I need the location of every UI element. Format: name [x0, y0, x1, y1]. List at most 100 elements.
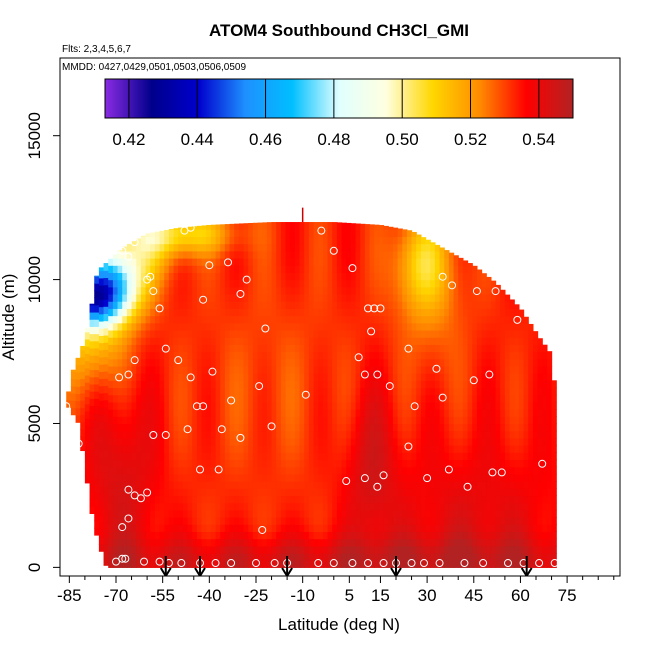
heat-cell	[430, 394, 436, 403]
heat-cell	[388, 488, 394, 497]
heat-cell	[182, 351, 189, 360]
heat-cell	[257, 265, 263, 273]
heat-cell	[299, 243, 305, 252]
heat-cell	[206, 538, 212, 547]
heat-cell	[252, 560, 259, 568]
heat-cell	[187, 358, 193, 367]
heat-cell	[280, 265, 287, 273]
heat-cell	[168, 308, 175, 317]
heat-cell	[374, 509, 380, 518]
heat-cell	[201, 509, 207, 518]
heat-cell	[332, 337, 338, 345]
heat-cell	[374, 466, 380, 475]
heat-cell	[257, 358, 263, 367]
heat-cell	[192, 495, 198, 504]
heat-cell	[532, 380, 539, 389]
heat-cell	[341, 279, 347, 288]
heat-cell	[108, 272, 114, 281]
heat-cell	[271, 222, 277, 230]
heat-cell	[327, 222, 333, 230]
heat-cell	[290, 459, 296, 468]
heat-cell	[322, 387, 329, 396]
heat-cell	[299, 473, 305, 482]
heat-cell	[206, 416, 212, 425]
heat-cell	[285, 531, 291, 540]
heat-cell	[224, 344, 231, 353]
heat-cell	[462, 301, 469, 309]
heat-cell	[103, 471, 109, 480]
heat-cell	[434, 538, 441, 547]
heat-cell	[280, 452, 287, 461]
heat-cell	[420, 495, 427, 504]
heat-cell	[537, 423, 543, 432]
heat-cell	[271, 416, 277, 425]
heat-cell	[178, 394, 184, 403]
heat-cell	[238, 344, 245, 353]
heat-cell	[327, 416, 333, 425]
heat-cell	[122, 531, 128, 540]
heat-cell	[486, 545, 492, 554]
heat-cell	[523, 373, 529, 381]
heat-cell	[164, 409, 170, 417]
heat-cell	[462, 452, 469, 461]
heat-cell	[364, 322, 371, 331]
heat-cell	[98, 385, 105, 394]
heat-cell	[518, 517, 525, 525]
heat-cell	[117, 337, 123, 345]
heat-cell	[518, 380, 525, 389]
heat-cell	[154, 445, 161, 453]
heat-cell	[402, 409, 408, 417]
heat-cell	[392, 509, 399, 518]
heat-cell	[196, 279, 203, 288]
heat-cell	[453, 258, 459, 266]
heat-cell	[192, 387, 198, 396]
heat-cell	[509, 552, 515, 561]
heat-cell	[294, 452, 301, 461]
heat-cell	[131, 373, 137, 381]
heat-cell	[210, 531, 217, 540]
heat-cell	[411, 243, 417, 252]
heat-cell	[448, 452, 455, 461]
heat-cell	[220, 437, 226, 446]
heat-cell	[80, 385, 86, 394]
heat-cell	[500, 560, 506, 568]
heat-cell	[383, 236, 389, 245]
heat-cell	[486, 365, 492, 374]
heat-cell	[112, 473, 119, 482]
heat-cell	[75, 371, 81, 380]
heat-cell	[444, 258, 450, 266]
heat-cell	[206, 373, 212, 381]
heat-cell	[210, 315, 217, 324]
heat-cell	[406, 230, 413, 238]
heat-cell	[346, 293, 352, 302]
heat-cell	[145, 233, 151, 238]
heat-cell	[406, 437, 413, 446]
heat-cell	[378, 538, 385, 547]
heat-cell	[383, 279, 389, 288]
heat-cell	[164, 329, 170, 338]
heat-cell	[336, 279, 343, 288]
heat-cell	[378, 373, 385, 381]
heat-cell	[308, 265, 315, 273]
heat-cell	[112, 358, 119, 367]
heat-cell	[182, 481, 189, 489]
heat-cell	[374, 224, 380, 230]
heat-cell	[145, 531, 151, 540]
heat-cell	[406, 545, 413, 554]
heat-cell	[159, 272, 165, 281]
heat-cell	[234, 293, 240, 302]
heat-cell	[490, 481, 497, 489]
heat-cell	[243, 301, 249, 309]
heat-cell	[266, 524, 273, 532]
heat-cell	[210, 409, 217, 417]
heat-cell	[140, 258, 147, 266]
heat-cell	[439, 250, 445, 259]
heat-cell	[136, 344, 142, 353]
heat-cell	[369, 502, 375, 511]
heat-cell	[159, 517, 165, 525]
heat-cell	[257, 423, 263, 432]
heat-cell	[164, 466, 170, 475]
heat-cell	[537, 394, 543, 403]
heat-cell	[103, 306, 109, 314]
heat-cell	[294, 373, 301, 381]
